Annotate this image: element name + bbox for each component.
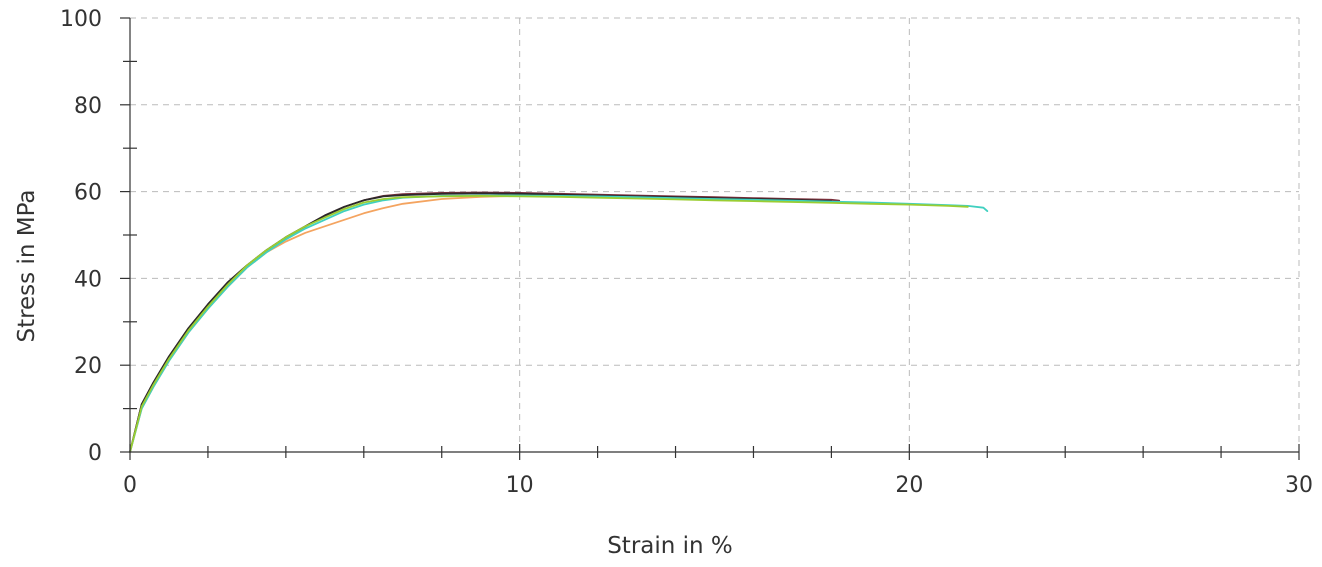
- axes: [120, 17, 1300, 460]
- y-tick-label-60: 60: [74, 181, 102, 206]
- series-line-specimen-2: [129, 192, 833, 453]
- series-line-specimen-5: [129, 194, 969, 453]
- series-line-specimen-1: [129, 191, 841, 453]
- x-tick-label-30: 30: [1285, 473, 1313, 498]
- grid-lines: [130, 17, 1300, 452]
- x-tick-label-0: 0: [123, 473, 137, 498]
- y-axis-title: Stress in MPa: [14, 189, 40, 342]
- y-tick-label-0: 0: [88, 441, 102, 466]
- tick-labels: 0 10 20 30 0 20 40 60 80 100: [60, 7, 1313, 498]
- series-line-specimen-4: [129, 194, 989, 453]
- x-tick-label-10: 10: [506, 473, 534, 498]
- x-axis-title: Strain in %: [607, 533, 733, 559]
- y-tick-label-20: 20: [74, 354, 102, 379]
- y-tick-label-100: 100: [60, 7, 102, 32]
- y-tick-label-40: 40: [74, 267, 102, 292]
- data-series: [129, 191, 989, 453]
- x-tick-label-20: 20: [895, 473, 923, 498]
- y-tick-label-80: 80: [74, 94, 102, 119]
